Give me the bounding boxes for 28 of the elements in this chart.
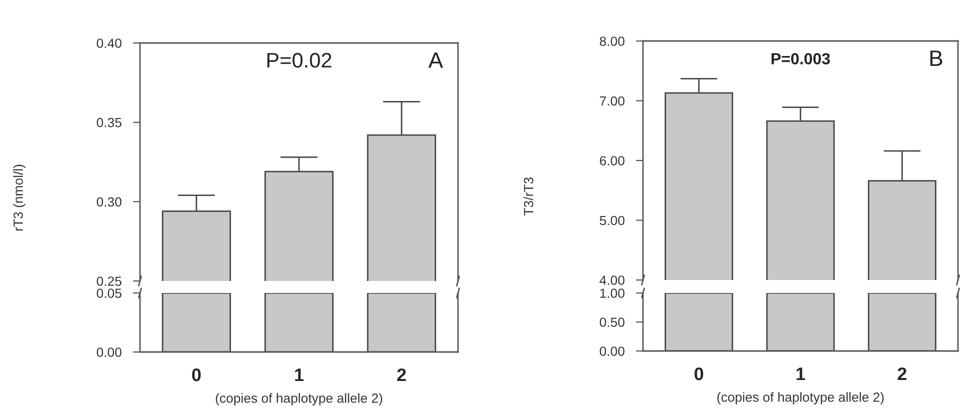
x-axis-title: (copies of haplotype allele 2) xyxy=(717,392,884,404)
y-tick-label: 0.00 xyxy=(96,348,122,357)
annotation: P=0.003 xyxy=(772,53,830,64)
annotation: A xyxy=(428,52,444,68)
y-tick-label: 0.00 xyxy=(600,346,624,356)
x-tick-label: 0 xyxy=(192,368,201,382)
y-tick-label: 6.00 xyxy=(600,156,624,166)
annotation: P=0.02 xyxy=(267,52,332,68)
y-tick-label: 4.00 xyxy=(600,276,624,285)
x-tick-label: 0 xyxy=(694,367,704,380)
x-axis-title: (copies of haplotype allele 2) xyxy=(216,393,382,406)
x-tick-label: 2 xyxy=(898,367,906,380)
x-tick-label: 2 xyxy=(397,368,406,382)
y-tick-label: 0.30 xyxy=(96,197,122,207)
y-tick-label: 0.50 xyxy=(600,318,624,327)
y-tick-label: 0.35 xyxy=(96,118,122,128)
y-tick-label: 5.00 xyxy=(600,216,624,226)
y-axis-title: rT3 (nmol/l) xyxy=(13,164,26,231)
y-tick-label: 0.40 xyxy=(96,38,122,48)
x-tick-label: 1 xyxy=(295,368,304,382)
annotation: B xyxy=(930,50,942,66)
y-tick-label: 1.00 xyxy=(600,288,624,298)
y-axis-title: T3/rT3 xyxy=(524,178,534,216)
y-tick-label: 0.05 xyxy=(96,288,122,298)
y-tick-label: 8.00 xyxy=(600,36,624,46)
y-tick-label: 7.00 xyxy=(600,96,624,106)
y-tick-label: 0.25 xyxy=(96,276,122,286)
x-tick-label: 1 xyxy=(796,368,806,380)
